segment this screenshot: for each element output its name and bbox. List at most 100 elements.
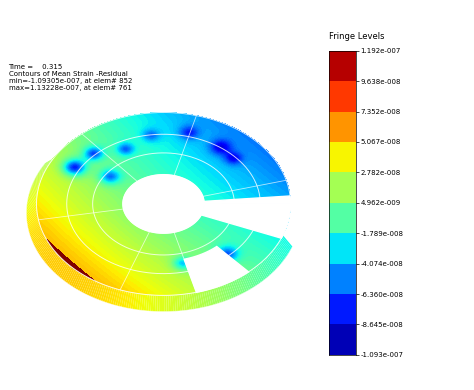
Polygon shape bbox=[36, 238, 46, 251]
Polygon shape bbox=[35, 170, 45, 178]
Polygon shape bbox=[32, 230, 43, 243]
Polygon shape bbox=[171, 295, 173, 312]
Polygon shape bbox=[237, 277, 246, 293]
Polygon shape bbox=[87, 280, 94, 296]
Polygon shape bbox=[33, 175, 43, 183]
Polygon shape bbox=[27, 214, 37, 225]
Polygon shape bbox=[139, 294, 143, 310]
Polygon shape bbox=[31, 178, 42, 186]
Polygon shape bbox=[27, 200, 36, 211]
Polygon shape bbox=[74, 273, 82, 289]
Polygon shape bbox=[83, 278, 91, 294]
Polygon shape bbox=[243, 275, 251, 290]
Polygon shape bbox=[34, 235, 45, 248]
Polygon shape bbox=[27, 211, 37, 222]
Polygon shape bbox=[47, 252, 57, 267]
Polygon shape bbox=[279, 241, 289, 254]
Polygon shape bbox=[28, 218, 38, 230]
Bar bbox=[329, 294, 356, 324]
Polygon shape bbox=[162, 295, 164, 312]
Polygon shape bbox=[282, 235, 292, 248]
Polygon shape bbox=[262, 261, 272, 275]
Polygon shape bbox=[256, 265, 265, 280]
Polygon shape bbox=[63, 266, 72, 281]
Polygon shape bbox=[29, 185, 39, 194]
Bar bbox=[329, 324, 356, 355]
Polygon shape bbox=[128, 292, 133, 308]
Polygon shape bbox=[175, 295, 178, 311]
Polygon shape bbox=[247, 271, 256, 287]
Polygon shape bbox=[27, 191, 38, 200]
Polygon shape bbox=[33, 232, 43, 245]
Polygon shape bbox=[204, 290, 209, 307]
Polygon shape bbox=[30, 182, 40, 191]
Polygon shape bbox=[46, 251, 56, 265]
Polygon shape bbox=[212, 288, 218, 304]
Polygon shape bbox=[30, 225, 40, 237]
Polygon shape bbox=[64, 267, 73, 282]
Polygon shape bbox=[109, 288, 115, 304]
Polygon shape bbox=[59, 264, 69, 278]
Polygon shape bbox=[50, 255, 59, 269]
Polygon shape bbox=[27, 196, 37, 206]
Polygon shape bbox=[27, 215, 38, 227]
Polygon shape bbox=[221, 285, 228, 301]
Polygon shape bbox=[282, 237, 292, 250]
Polygon shape bbox=[55, 260, 64, 275]
Polygon shape bbox=[266, 257, 275, 271]
Polygon shape bbox=[38, 165, 49, 172]
Polygon shape bbox=[43, 160, 53, 166]
Polygon shape bbox=[281, 238, 291, 251]
Polygon shape bbox=[30, 226, 41, 238]
Polygon shape bbox=[27, 203, 36, 214]
Polygon shape bbox=[151, 295, 154, 311]
Polygon shape bbox=[187, 294, 191, 310]
Polygon shape bbox=[214, 287, 220, 303]
Polygon shape bbox=[216, 287, 222, 303]
Polygon shape bbox=[44, 248, 54, 262]
Polygon shape bbox=[65, 268, 74, 283]
Polygon shape bbox=[72, 272, 81, 288]
Polygon shape bbox=[45, 250, 55, 264]
Polygon shape bbox=[113, 289, 118, 305]
Polygon shape bbox=[111, 288, 117, 305]
Polygon shape bbox=[144, 294, 147, 311]
Polygon shape bbox=[43, 247, 53, 261]
Polygon shape bbox=[34, 174, 44, 181]
Polygon shape bbox=[35, 236, 46, 249]
Polygon shape bbox=[31, 227, 41, 240]
Polygon shape bbox=[41, 161, 52, 168]
Polygon shape bbox=[96, 284, 103, 300]
Polygon shape bbox=[201, 204, 291, 238]
Polygon shape bbox=[28, 188, 38, 197]
Polygon shape bbox=[278, 242, 288, 256]
Polygon shape bbox=[51, 256, 61, 271]
Polygon shape bbox=[202, 291, 207, 307]
Polygon shape bbox=[27, 213, 37, 223]
Polygon shape bbox=[27, 202, 36, 212]
Polygon shape bbox=[100, 285, 107, 301]
Polygon shape bbox=[234, 279, 242, 295]
Polygon shape bbox=[91, 281, 98, 297]
Polygon shape bbox=[56, 261, 66, 276]
Polygon shape bbox=[67, 269, 76, 284]
Polygon shape bbox=[261, 262, 270, 277]
Polygon shape bbox=[79, 276, 87, 292]
Polygon shape bbox=[251, 269, 259, 285]
Polygon shape bbox=[228, 282, 236, 298]
Polygon shape bbox=[137, 294, 141, 310]
Polygon shape bbox=[27, 199, 36, 209]
Polygon shape bbox=[198, 292, 202, 308]
Polygon shape bbox=[61, 265, 70, 280]
Polygon shape bbox=[40, 162, 50, 169]
Polygon shape bbox=[270, 253, 279, 267]
Polygon shape bbox=[37, 239, 47, 252]
Polygon shape bbox=[81, 277, 89, 293]
Polygon shape bbox=[173, 295, 176, 311]
Polygon shape bbox=[204, 196, 291, 204]
Polygon shape bbox=[210, 289, 216, 305]
Polygon shape bbox=[92, 282, 100, 298]
Polygon shape bbox=[29, 223, 40, 235]
Polygon shape bbox=[104, 287, 111, 303]
Polygon shape bbox=[52, 257, 62, 272]
